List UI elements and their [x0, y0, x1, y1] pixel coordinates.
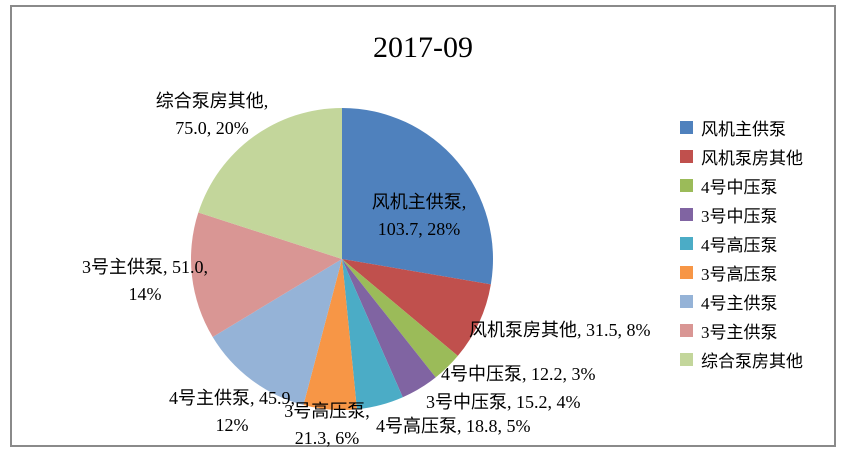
legend-item-7: 4号主供泵 [680, 287, 803, 316]
legend: 风机主供泵风机泵房其他 4号中压泵 3号中压泵 4号高压泵 3号高压泵 4号主供泵 3号主供… [680, 113, 803, 374]
pie-slice-5 [342, 259, 403, 410]
pie-label-5: 4号高压泵, 18.8, 5% [376, 413, 531, 440]
legend-item-5: 4号高压泵 [680, 229, 803, 258]
legend-swatch [680, 353, 693, 366]
legend-item-1: 风机主供泵 [680, 113, 803, 142]
legend-item-8: 3号主供泵 [680, 316, 803, 345]
pie-slice-8 [191, 212, 342, 337]
legend-label: 3号主供泵 [701, 323, 778, 342]
pie-label-line: 21.3, 6% [294, 428, 360, 448]
legend-label: 综合泵房其他 [701, 352, 803, 371]
legend-swatch [680, 150, 693, 163]
pie-slice-7 [212, 259, 342, 405]
pie-slice-9 [198, 108, 342, 259]
legend-label: 4号中压泵 [701, 178, 778, 197]
pie-chart [191, 108, 493, 410]
pie-label-line: 4号高压泵, 18.8, 5% [376, 416, 531, 436]
pie-label-line: 风机泵房其他, 31.5, 8% [469, 320, 651, 340]
legend-item-4: 3号中压泵 [680, 200, 803, 229]
legend-item-6: 3号高压泵 [680, 258, 803, 287]
pie-slice-3 [342, 259, 458, 378]
pie-slice-2 [342, 259, 491, 356]
pie-slice-1 [342, 108, 493, 285]
legend-label: 3号中压泵 [701, 207, 778, 226]
legend-swatch [680, 324, 693, 337]
legend-label: 风机泵房其他 [701, 149, 803, 168]
pie-label-line: 12% [215, 415, 249, 435]
legend-swatch [680, 121, 693, 134]
legend-label: 3号高压泵 [701, 265, 778, 284]
legend-label: 风机主供泵 [701, 120, 786, 139]
chart-title: 2017-09 [373, 31, 473, 64]
legend-swatch [680, 179, 693, 192]
legend-swatch [680, 208, 693, 221]
legend-label: 4号高压泵 [701, 236, 778, 255]
legend-item-9: 综合泵房其他 [680, 345, 803, 374]
pie-slice-4 [342, 259, 436, 398]
legend-item-2: 风机泵房其他 [680, 142, 803, 171]
legend-swatch [680, 237, 693, 250]
legend-swatch [680, 266, 693, 279]
pie-slice-6 [303, 259, 357, 410]
legend-item-3: 4号中压泵 [680, 171, 803, 200]
legend-label: 4号主供泵 [701, 294, 778, 313]
pie-label-2: 风机泵房其他, 31.5, 8% [469, 317, 651, 344]
chart-frame: 2017-09 风机主供泵, 103.7, 28% 风机泵房其他, 31.5, 8%… [10, 5, 836, 448]
legend-swatch [680, 295, 693, 308]
